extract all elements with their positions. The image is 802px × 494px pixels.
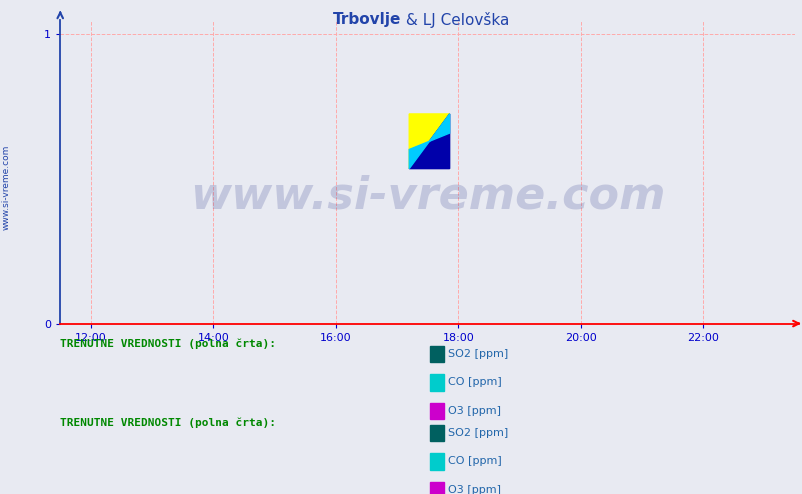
Text: CO [ppm]: CO [ppm]: [448, 456, 501, 466]
Text: SO2 [ppm]: SO2 [ppm]: [448, 428, 508, 438]
Polygon shape: [409, 114, 449, 168]
Text: SO2 [ppm]: SO2 [ppm]: [448, 349, 508, 359]
Text: www.si-vreme.com: www.si-vreme.com: [189, 174, 665, 217]
Polygon shape: [409, 114, 449, 168]
Polygon shape: [409, 114, 449, 168]
Text: www.si-vreme.com: www.si-vreme.com: [2, 145, 11, 230]
Text: CO [ppm]: CO [ppm]: [448, 377, 501, 387]
Text: O3 [ppm]: O3 [ppm]: [448, 485, 500, 494]
Text: TRENUTNE VREDNOSTI (polna črta):: TRENUTNE VREDNOSTI (polna črta):: [60, 417, 276, 428]
Text: O3 [ppm]: O3 [ppm]: [448, 406, 500, 416]
Text: TRENUTNE VREDNOSTI (polna črta):: TRENUTNE VREDNOSTI (polna črta):: [60, 338, 276, 349]
Text: Trbovlje: Trbovlje: [333, 12, 401, 27]
Text: & LJ Celovška: & LJ Celovška: [401, 12, 509, 28]
